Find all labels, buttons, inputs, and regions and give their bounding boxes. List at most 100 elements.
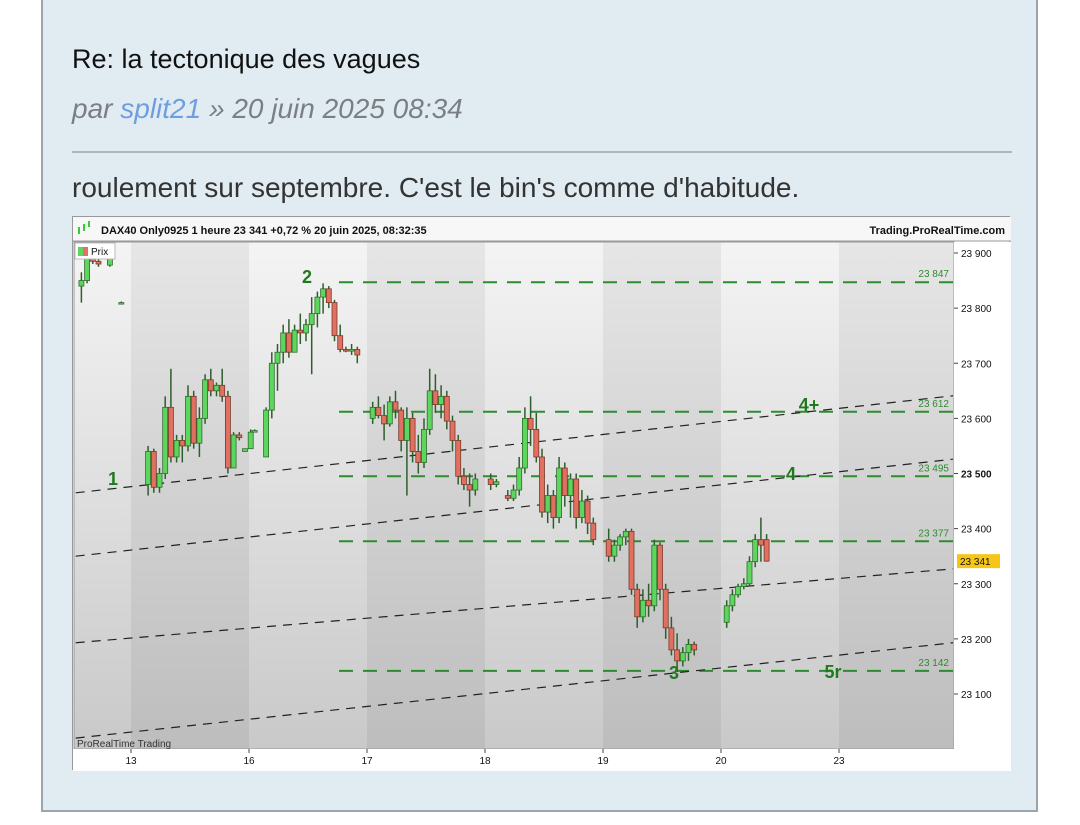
candle-body	[740, 583, 747, 587]
candle-body	[645, 599, 652, 607]
candle	[521, 407, 528, 474]
candle	[426, 368, 433, 435]
candle-body	[685, 643, 692, 654]
candle-body	[634, 588, 641, 618]
candle	[263, 407, 270, 458]
candle	[668, 616, 675, 656]
candle-body	[432, 390, 439, 405]
candle-body	[460, 475, 467, 485]
candle-body	[472, 478, 479, 491]
candle-body	[242, 448, 248, 452]
candle	[634, 583, 641, 628]
candle-body	[674, 649, 680, 662]
candle-body	[320, 288, 327, 298]
x-tick-label: 13	[125, 756, 137, 767]
candle	[590, 517, 597, 546]
candle	[645, 583, 652, 617]
trend-line	[75, 642, 954, 739]
chart-watermark-top: Trading.ProRealTime.com	[869, 225, 1005, 237]
wave-label: 4+	[799, 395, 820, 415]
candle	[179, 434, 186, 463]
candle	[539, 448, 545, 518]
candle	[504, 490, 511, 502]
candle	[337, 324, 344, 353]
candle	[392, 390, 399, 419]
candle-body	[314, 296, 321, 315]
level-label: 23 847	[918, 269, 949, 280]
candle-body	[516, 467, 523, 491]
candle-body	[493, 481, 500, 485]
candle	[213, 382, 220, 397]
candle-body	[348, 349, 355, 352]
day-band	[131, 242, 249, 749]
author-link[interactable]: split21	[120, 93, 202, 124]
candle	[740, 578, 747, 590]
candle-body	[466, 484, 473, 491]
candle	[173, 434, 180, 463]
candle-body	[179, 440, 186, 447]
candle-body	[285, 332, 292, 353]
candle-body	[173, 440, 180, 458]
x-tick-label: 17	[361, 756, 373, 767]
candle-body	[207, 379, 214, 392]
candle-body	[342, 349, 349, 352]
candle	[314, 291, 321, 328]
candle	[487, 473, 494, 491]
y-tick-label: 23 700	[961, 359, 992, 370]
candle-icon	[78, 221, 90, 234]
candle	[386, 396, 393, 427]
candle	[156, 467, 163, 493]
candle	[527, 396, 534, 446]
candle-body	[691, 643, 698, 651]
candle	[573, 473, 580, 529]
candle-body	[280, 332, 287, 353]
candle	[472, 473, 479, 496]
day-band	[249, 242, 367, 749]
candle	[369, 401, 376, 424]
x-tick-label: 16	[243, 756, 255, 767]
candle	[561, 462, 568, 507]
x-tick-label: 18	[479, 756, 491, 767]
candle	[196, 407, 203, 457]
candle-body	[308, 313, 315, 326]
y-tick-label: 23 500	[961, 470, 992, 481]
candle	[443, 390, 450, 430]
candle	[375, 396, 382, 419]
candle	[679, 647, 686, 667]
candle-body	[521, 417, 528, 469]
post-body: roulement sur septembre. C'est le bin's …	[72, 172, 800, 203]
candle	[752, 534, 759, 568]
candle-body	[415, 451, 422, 463]
candle-body	[375, 406, 382, 417]
candle	[168, 368, 174, 463]
candle-body	[651, 544, 658, 607]
candle-body	[735, 586, 741, 596]
candle-body	[107, 258, 113, 266]
candle	[202, 374, 209, 424]
candle	[640, 589, 646, 623]
candle-body	[84, 258, 91, 281]
candle	[190, 390, 197, 449]
candle-body	[251, 430, 258, 433]
candle-body	[162, 406, 169, 474]
candle	[611, 539, 618, 562]
candle	[628, 528, 635, 595]
candle-body	[729, 594, 736, 607]
candle	[162, 396, 169, 480]
candle	[723, 600, 730, 628]
candle-body	[605, 539, 612, 557]
candle-body	[556, 467, 563, 519]
candle-body	[628, 530, 635, 590]
candle	[651, 539, 658, 612]
candle	[308, 297, 315, 375]
candle	[274, 343, 281, 391]
y-tick-label: 23 800	[961, 304, 992, 315]
trend-line	[75, 458, 954, 557]
candle-body	[95, 260, 102, 265]
candle	[354, 346, 361, 364]
candle-body	[421, 428, 427, 463]
day-band	[721, 242, 839, 749]
candle	[556, 456, 563, 524]
candle	[280, 324, 287, 364]
candle-body	[657, 544, 663, 590]
